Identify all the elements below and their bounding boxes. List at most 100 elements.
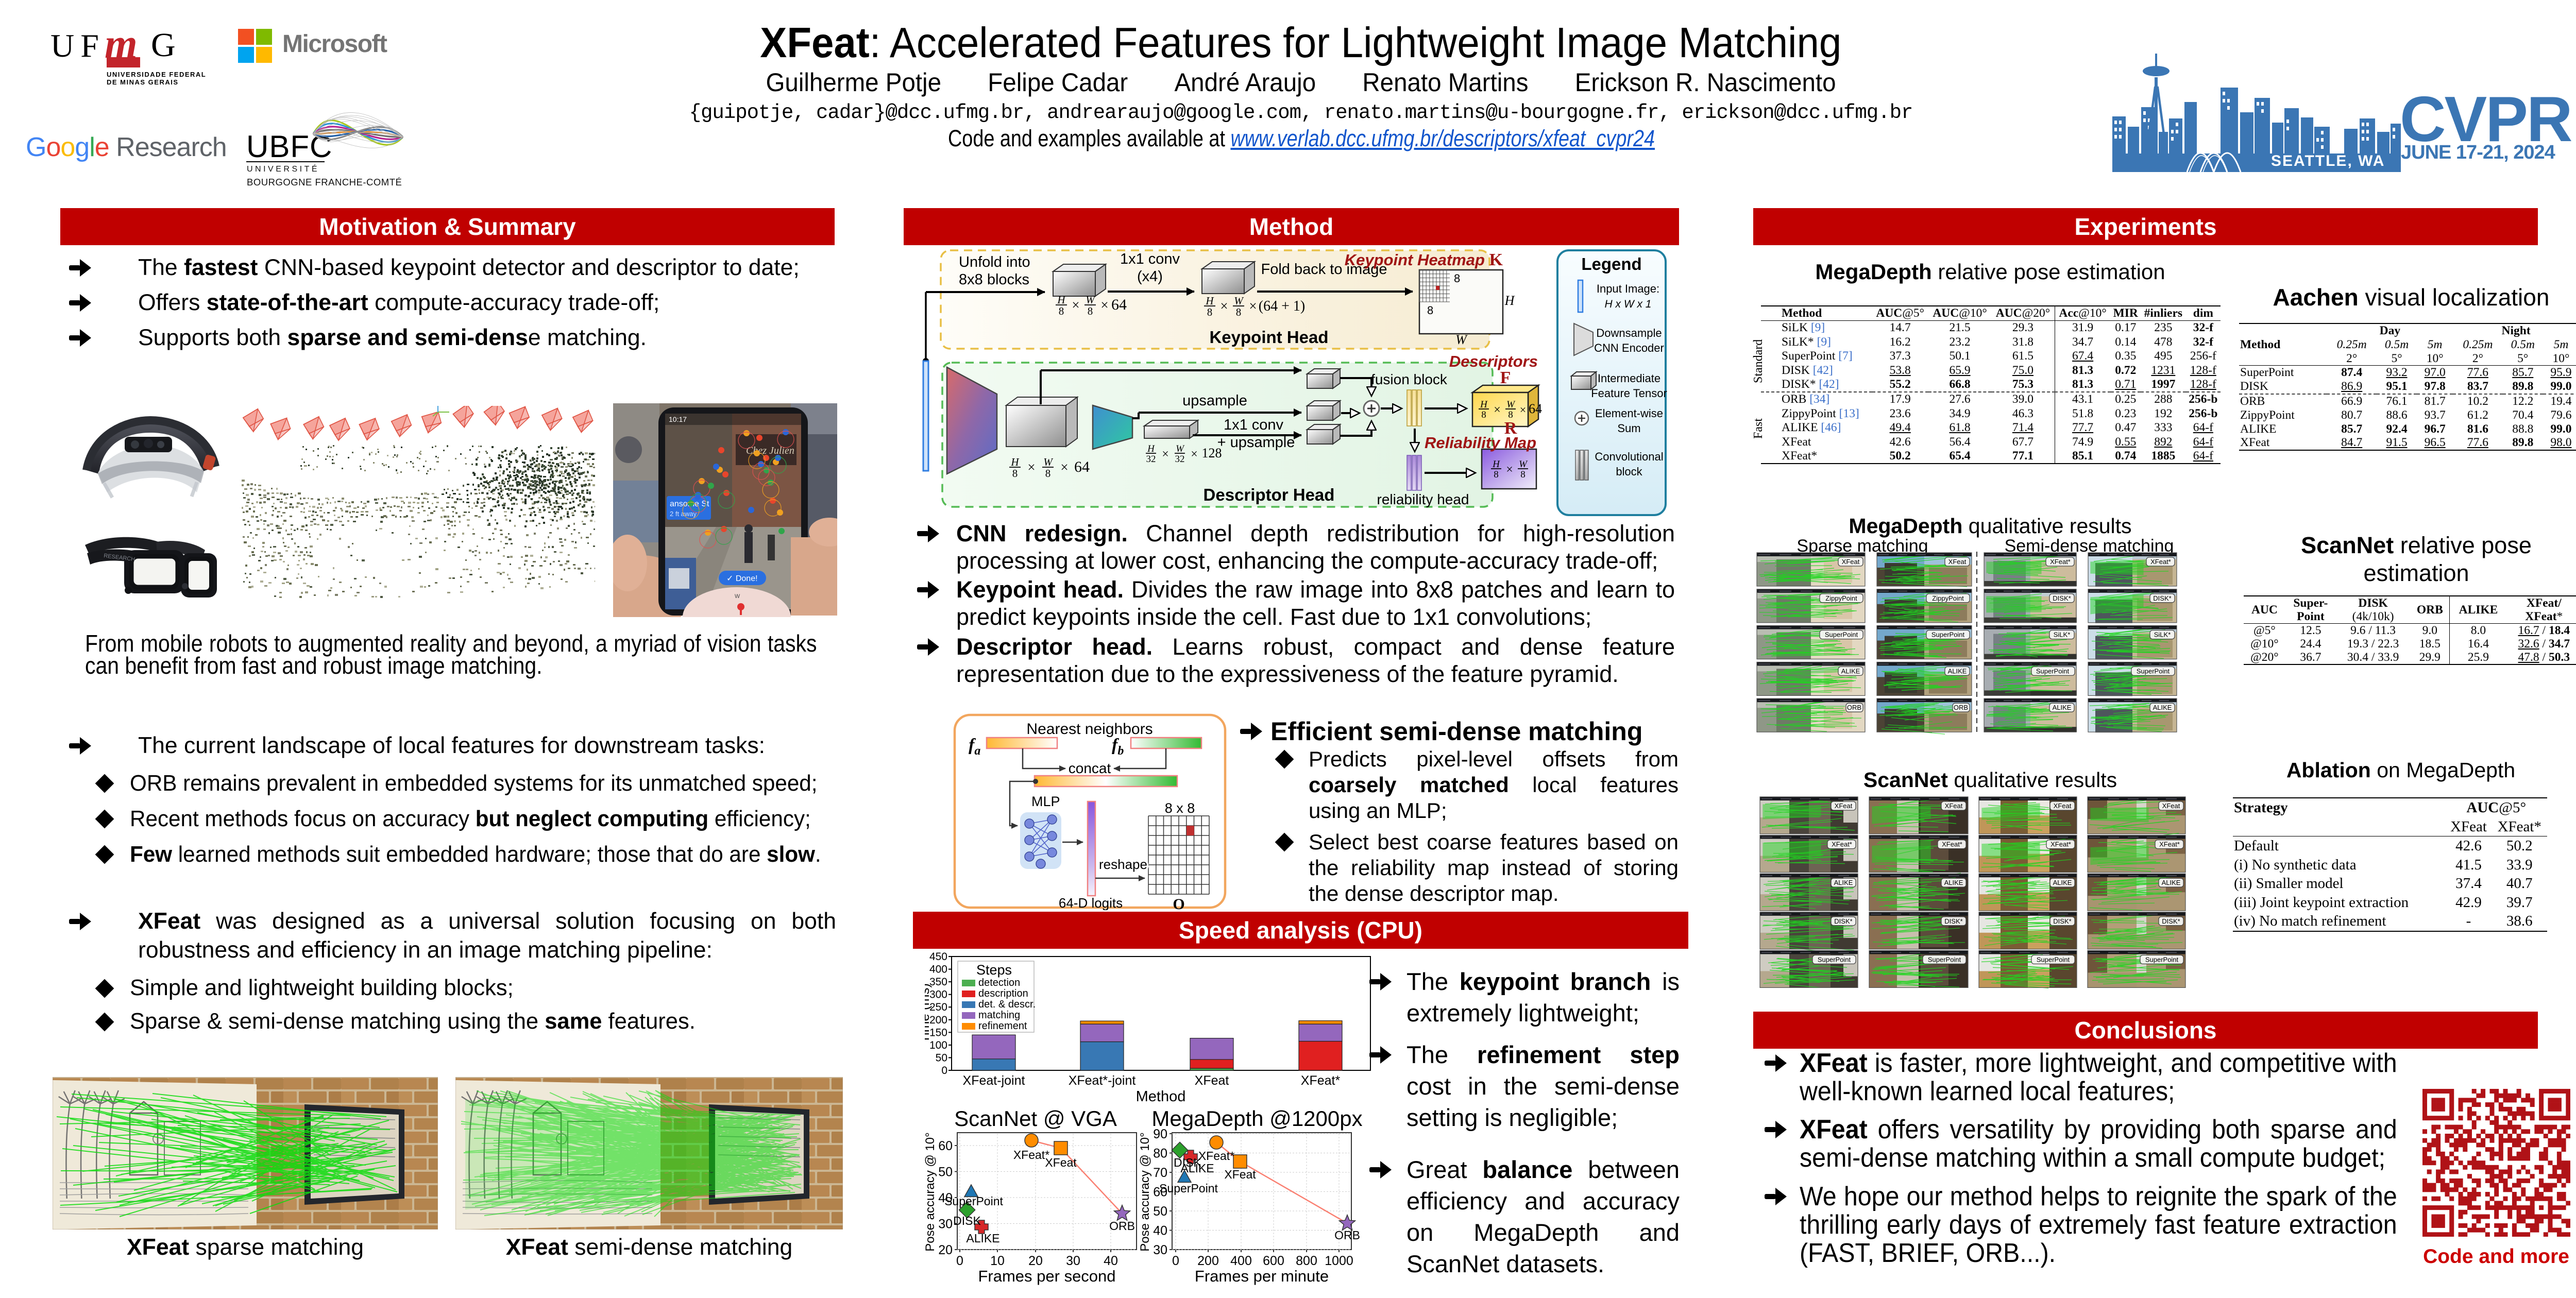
svg-text:8: 8 bbox=[1454, 272, 1460, 285]
svg-text:Keypoint Head: Keypoint Head bbox=[1209, 328, 1328, 347]
svg-text:W: W bbox=[1506, 399, 1516, 410]
svg-text:ORB: ORB bbox=[1847, 704, 1861, 711]
svg-text:XFeat*: XFeat* bbox=[2050, 558, 2071, 566]
svg-text:8: 8 bbox=[1494, 469, 1499, 480]
svg-text:ALIKE: ALIKE bbox=[2053, 704, 2072, 711]
svg-text:H: H bbox=[1010, 456, 1020, 468]
svg-text:100: 100 bbox=[929, 1039, 947, 1051]
svg-text:XFeat*: XFeat* bbox=[1832, 841, 1852, 848]
svg-text:40: 40 bbox=[1104, 1254, 1118, 1268]
svg-text:90: 90 bbox=[1153, 1128, 1167, 1141]
svg-text:8 x 8: 8 x 8 bbox=[1165, 800, 1195, 816]
svg-text:Pose accuracy @ 10°: Pose accuracy @ 10° bbox=[925, 1132, 937, 1251]
svg-text:Downsample: Downsample bbox=[1596, 327, 1662, 339]
svg-text:400: 400 bbox=[1230, 1254, 1252, 1268]
svg-text:20: 20 bbox=[938, 1243, 953, 1257]
svg-text:50: 50 bbox=[936, 1052, 947, 1064]
svg-text:×: × bbox=[1072, 297, 1079, 313]
svg-text:CVPR: CVPR bbox=[2400, 84, 2571, 155]
svg-text:description: description bbox=[978, 988, 1028, 999]
svg-text:SuperPoint: SuperPoint bbox=[2137, 667, 2170, 675]
svg-text:350: 350 bbox=[929, 976, 947, 988]
svg-text:8: 8 bbox=[1520, 469, 1526, 480]
svg-text:Feature Tensor: Feature Tensor bbox=[1591, 387, 1667, 400]
svg-text:XFeat*: XFeat* bbox=[2150, 558, 2171, 566]
svg-text:50: 50 bbox=[1153, 1204, 1167, 1219]
svg-text:W: W bbox=[1176, 443, 1185, 454]
svg-text:30: 30 bbox=[938, 1217, 953, 1232]
svg-text:matching: matching bbox=[978, 1010, 1020, 1021]
svg-text:Descriptor Head: Descriptor Head bbox=[1204, 485, 1335, 504]
svg-text:ALIKE: ALIKE bbox=[2153, 704, 2172, 711]
svg-text:Convolutional: Convolutional bbox=[1595, 450, 1663, 463]
svg-text:×: × bbox=[1027, 459, 1035, 475]
svg-text:+ upsample: + upsample bbox=[1217, 434, 1295, 451]
svg-text:Nearest neighbors: Nearest neighbors bbox=[1026, 721, 1153, 738]
svg-text:60: 60 bbox=[1153, 1185, 1167, 1200]
svg-text:W: W bbox=[1043, 456, 1054, 468]
svg-text:1x1 conv: 1x1 conv bbox=[1120, 251, 1180, 267]
svg-text:XFeat: XFeat bbox=[1224, 1168, 1256, 1181]
svg-text:ORB: ORB bbox=[1109, 1219, 1135, 1233]
svg-text:600: 600 bbox=[1263, 1254, 1284, 1268]
svg-text:refinement: refinement bbox=[978, 1020, 1027, 1032]
svg-text:Input Image:: Input Image: bbox=[1597, 282, 1659, 295]
svg-text:64: 64 bbox=[1074, 458, 1090, 475]
svg-text:8: 8 bbox=[1508, 409, 1513, 420]
svg-text:O: O bbox=[1173, 896, 1184, 910]
svg-text:200: 200 bbox=[929, 1014, 947, 1026]
svg-text:DISK*: DISK* bbox=[2053, 917, 2071, 925]
svg-text:Legend: Legend bbox=[1581, 254, 1641, 274]
svg-text:H: H bbox=[1492, 459, 1500, 470]
svg-text:ALIKE: ALIKE bbox=[1180, 1162, 1214, 1175]
svg-text:64: 64 bbox=[1529, 401, 1542, 416]
svg-text:8: 8 bbox=[1481, 409, 1486, 420]
svg-text:DISK: DISK bbox=[1174, 1156, 1201, 1169]
svg-text:400: 400 bbox=[929, 964, 947, 976]
svg-text:XFeat: XFeat bbox=[1948, 558, 1967, 566]
svg-text:×: × bbox=[1506, 463, 1513, 476]
svg-text:8: 8 bbox=[1207, 306, 1213, 318]
svg-text:JUNE 17-21, 2024: JUNE 17-21, 2024 bbox=[2401, 142, 2555, 163]
svg-text:10: 10 bbox=[990, 1254, 1005, 1268]
svg-text:30: 30 bbox=[1153, 1243, 1167, 1257]
svg-text:ALIKE: ALIKE bbox=[2162, 879, 2181, 886]
svg-text:Frames per second: Frames per second bbox=[978, 1267, 1115, 1285]
svg-text:Element-wise: Element-wise bbox=[1595, 407, 1663, 420]
svg-text:8x8 blocks: 8x8 blocks bbox=[959, 271, 1029, 288]
svg-text:XFeat: XFeat bbox=[2054, 802, 2072, 810]
svg-text:Descriptors: Descriptors bbox=[1449, 352, 1538, 370]
svg-text:70: 70 bbox=[1153, 1166, 1167, 1180]
svg-text:×: × bbox=[1220, 298, 1228, 314]
svg-text:XFeat*: XFeat* bbox=[1301, 1073, 1341, 1088]
svg-text:Steps: Steps bbox=[976, 962, 1012, 978]
svg-text:8: 8 bbox=[1088, 305, 1093, 317]
svg-text:XFeat*: XFeat* bbox=[2159, 841, 2180, 848]
svg-text:reliability head: reliability head bbox=[1377, 491, 1469, 507]
svg-text:Unfold into: Unfold into bbox=[959, 254, 1030, 270]
svg-text:128: 128 bbox=[1202, 446, 1222, 460]
svg-text:32: 32 bbox=[1146, 454, 1156, 465]
svg-text:w: w bbox=[734, 591, 740, 600]
svg-text:50: 50 bbox=[938, 1165, 953, 1180]
svg-text:10:17: 10:17 bbox=[669, 415, 687, 423]
svg-text:1000: 1000 bbox=[1325, 1254, 1353, 1268]
svg-text:Reliability Map: Reliability Map bbox=[1425, 434, 1536, 452]
svg-text:80: 80 bbox=[1153, 1147, 1167, 1161]
svg-text:×: × bbox=[1060, 459, 1068, 475]
svg-text:Fold back to image: Fold back to image bbox=[1261, 261, 1387, 278]
svg-text:150: 150 bbox=[929, 1027, 947, 1038]
svg-text:ALIKE: ALIKE bbox=[966, 1232, 999, 1245]
svg-text:H: H bbox=[1504, 293, 1515, 308]
svg-text:W: W bbox=[1455, 332, 1468, 347]
svg-text:XFeat*: XFeat* bbox=[1198, 1149, 1234, 1163]
svg-text:Keypoint Heatmap K: Keypoint Heatmap K bbox=[1345, 250, 1503, 269]
svg-text:Method: Method bbox=[1136, 1088, 1186, 1105]
svg-text:30: 30 bbox=[1066, 1254, 1080, 1268]
svg-text:MLP: MLP bbox=[1031, 794, 1060, 809]
svg-text:✓ Done!: ✓ Done! bbox=[726, 574, 758, 583]
svg-text:Pose accuracy @ 10°: Pose accuracy @ 10° bbox=[1140, 1132, 1152, 1251]
svg-text:300: 300 bbox=[929, 989, 947, 1001]
svg-text:H: H bbox=[1205, 295, 1214, 307]
svg-text:250: 250 bbox=[929, 1001, 947, 1013]
